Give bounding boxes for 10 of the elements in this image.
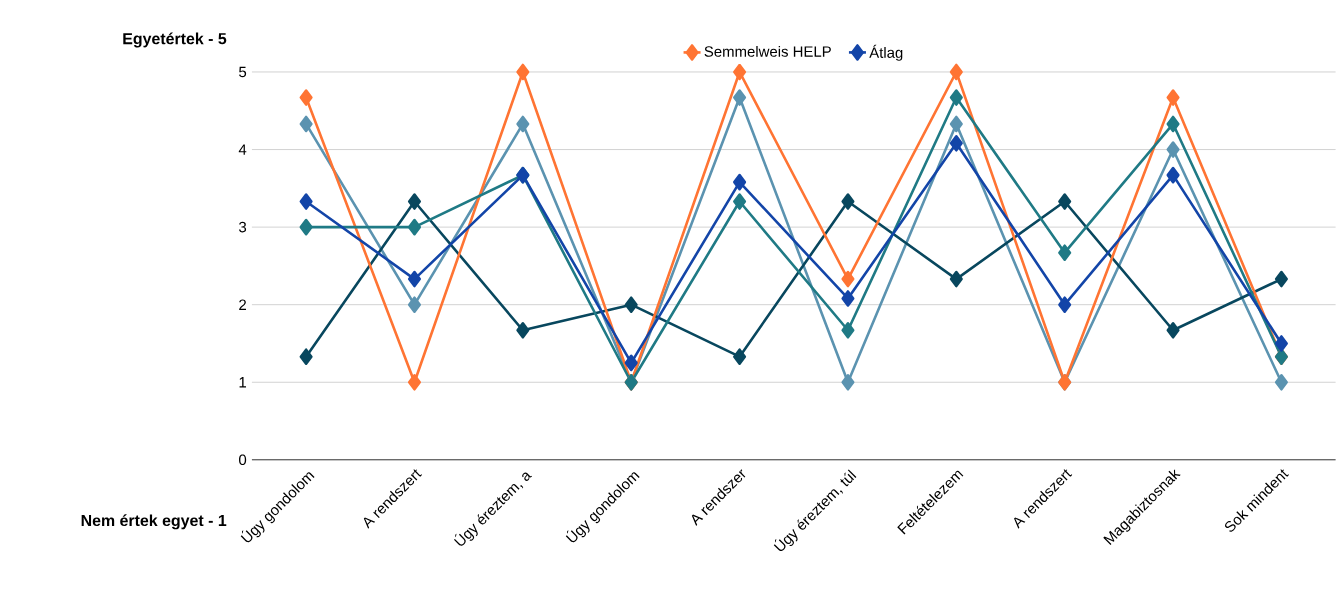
text: Egyetértek - 5 — [123, 32, 227, 48]
y-tick-label: 5 — [239, 66, 247, 78]
y-tick-label: 0 — [239, 454, 247, 466]
y-tick-label: 2 — [239, 299, 246, 311]
y-tick-label: 1 — [239, 377, 247, 388]
y-tick-label: 4 — [238, 144, 247, 155]
text: Nem értek egyet - 1 — [81, 514, 227, 530]
legend-label: Semmelweis HELP — [704, 46, 831, 57]
y-tick-label: 3 — [239, 221, 247, 233]
legend-label: Átlag — [869, 44, 903, 61]
